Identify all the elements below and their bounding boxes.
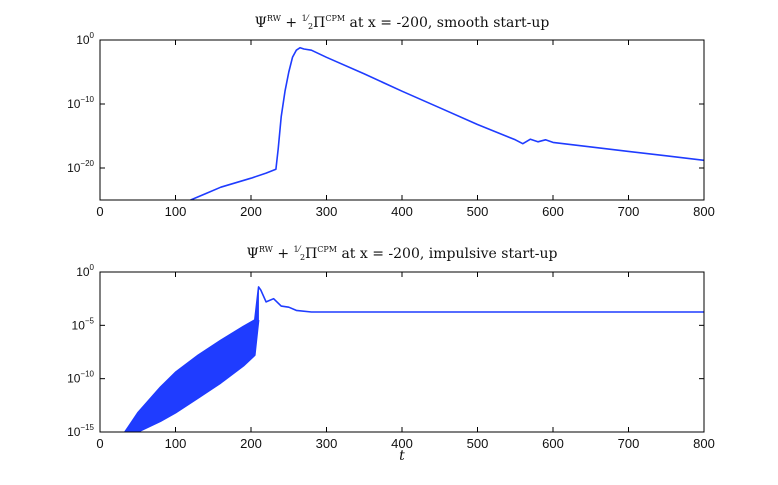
title-sup-cpm: CPM [325, 14, 345, 23]
x-tick-label: 700 [618, 436, 640, 451]
x-tick-label: 0 [96, 436, 103, 451]
title-pi: Π [305, 246, 317, 262]
y-tick-label: 10−5 [72, 316, 95, 332]
plot-frame [99, 271, 705, 433]
x-tick-label: 500 [467, 436, 489, 451]
series-line-1-1 [190, 46, 704, 200]
x-tick-label: 200 [240, 204, 262, 219]
y-tick-label: 10−15 [67, 423, 94, 439]
y-tick-label: 10−10 [67, 370, 94, 386]
title-sup-cpm: CPM [317, 245, 337, 254]
x-tick-label: 200 [240, 436, 262, 451]
x-tick-label: 500 [467, 204, 489, 219]
title-plus: + [273, 246, 294, 262]
x-axis-label: t [399, 448, 405, 464]
title-pi: Π [313, 15, 325, 31]
title-frac-num: 1 [294, 245, 299, 254]
chart-panel-2: ΨRW + 1⁄2ΠCPM at x = -200, impulsive sta… [67, 245, 715, 464]
title-plus: + [281, 15, 302, 31]
title-frac-den: 2 [300, 253, 305, 262]
chart-panel-1: ΨRW + 1⁄2ΠCPM at x = -200, smooth start-… [67, 14, 715, 219]
title-frac-num: 1 [302, 14, 307, 23]
y-tick-label: 10−20 [67, 159, 94, 175]
x-tick-label: 600 [542, 204, 564, 219]
oscillation-band [124, 286, 259, 432]
title-psi: Ψ [247, 246, 259, 262]
title-rest: at x = -200, smooth start-up [345, 15, 549, 31]
x-tick-label: 700 [618, 204, 640, 219]
x-tick-label: 400 [391, 204, 413, 219]
x-tick-label: 0 [96, 204, 103, 219]
x-tick-label: 300 [316, 204, 338, 219]
chart-title: ΨRW + 1⁄2ΠCPM at x = -200, smooth start-… [255, 14, 550, 31]
title-rest: at x = -200, impulsive start-up [337, 246, 557, 262]
y-tick-label: 100 [76, 263, 94, 279]
y-tick-label: 10−10 [67, 95, 94, 111]
x-tick-label: 100 [165, 436, 187, 451]
title-psi: Ψ [255, 15, 267, 31]
title-sup-rw: RW [259, 245, 274, 254]
title-frac-den: 2 [308, 22, 313, 31]
x-tick-label: 800 [693, 436, 715, 451]
plot-frame [99, 39, 705, 201]
x-tick-label: 400 [391, 436, 413, 451]
chart-title: ΨRW + 1⁄2ΠCPM at x = -200, impulsive sta… [247, 245, 558, 262]
title-sup-rw: RW [267, 14, 282, 23]
x-tick-label: 600 [542, 436, 564, 451]
x-tick-label: 300 [316, 436, 338, 451]
y-tick-label: 100 [76, 31, 94, 47]
x-tick-label: 100 [165, 204, 187, 219]
x-tick-label: 800 [693, 204, 715, 219]
